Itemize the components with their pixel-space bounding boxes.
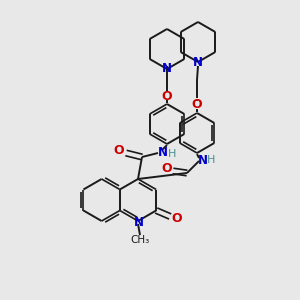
Text: O: O: [172, 212, 182, 225]
Text: H: H: [207, 155, 215, 165]
Text: O: O: [162, 163, 172, 176]
Text: O: O: [192, 98, 202, 112]
Text: CH₃: CH₃: [130, 235, 150, 245]
Text: O: O: [114, 145, 124, 158]
Text: O: O: [162, 89, 172, 103]
Text: N: N: [134, 215, 144, 229]
Text: N: N: [162, 62, 172, 76]
Text: N: N: [193, 56, 203, 68]
Text: N: N: [198, 154, 208, 166]
Text: H: H: [168, 149, 176, 159]
Text: N: N: [158, 146, 168, 158]
